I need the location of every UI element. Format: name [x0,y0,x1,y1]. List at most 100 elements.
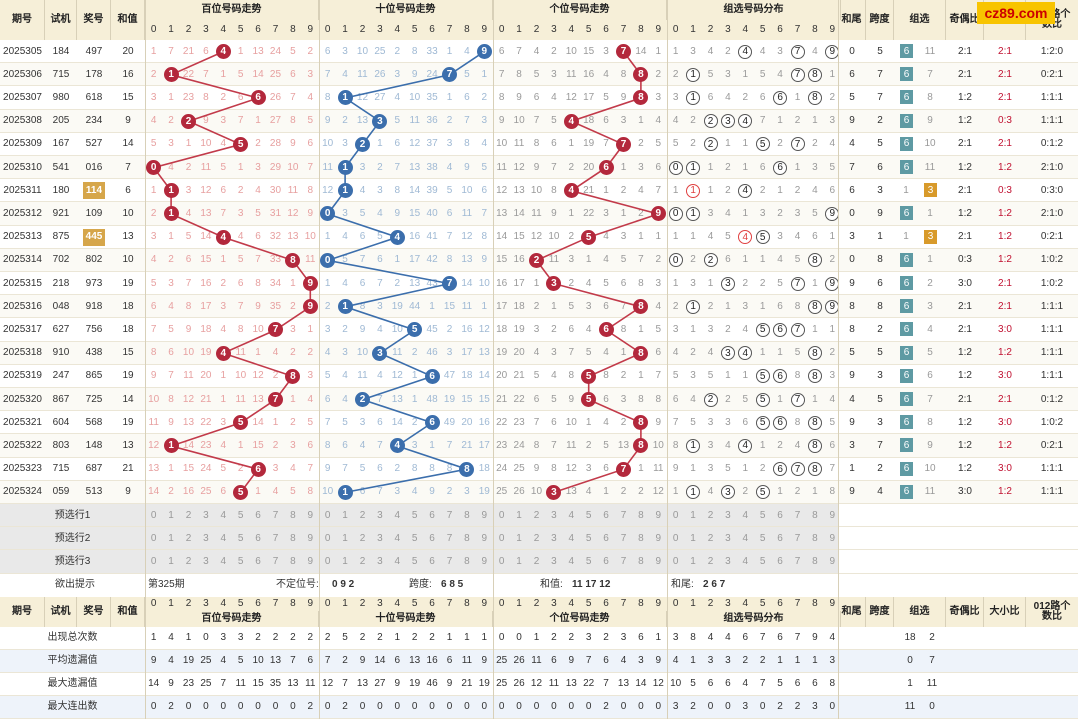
preselect-digit[interactable]: 8 [812,532,818,544]
preselect-digit[interactable]: 0 [324,555,331,567]
preselect-digit[interactable]: 3 [377,532,383,544]
preselect-digit[interactable]: 7 [272,509,279,521]
preselect-digit[interactable]: 6 [255,532,261,544]
preselect-digit[interactable]: 5 [759,555,766,567]
preselect-digit[interactable]: 4 [394,509,401,521]
preselect-digit[interactable]: 2 [185,532,192,544]
preselect-digit[interactable]: 6 [603,532,609,544]
preselect-digit[interactable]: 9 [655,532,662,544]
preselect-digit[interactable]: 2 [533,509,540,521]
preselect-digit[interactable]: 7 [794,532,801,544]
preselect-digit[interactable]: 4 [394,532,401,544]
preselect-digit[interactable]: 8 [638,532,644,544]
preselect-digit[interactable]: 1 [342,509,348,521]
preselect-digit[interactable]: 8 [464,509,470,521]
preselect-digit[interactable]: 0 [324,532,331,544]
preselect-digit[interactable]: 7 [446,555,453,567]
preselect-digit[interactable]: 1 [516,532,522,544]
preselect-digit[interactable]: 4 [568,509,575,521]
preselect-digit[interactable]: 9 [307,532,314,544]
preselect-digit[interactable]: 6 [255,509,261,521]
preselect-digit[interactable]: 8 [638,555,644,567]
preselect-digit[interactable]: 0 [324,509,331,521]
preselect-digit[interactable]: 6 [777,509,783,521]
preselect-digit[interactable]: 9 [481,532,488,544]
preselect-digit[interactable]: 6 [603,555,609,567]
preselect-digit[interactable]: 6 [603,509,609,521]
preselect-digit[interactable]: 5 [411,555,418,567]
preselect-digit[interactable]: 8 [638,509,644,521]
preselect-digit[interactable]: 2 [185,555,192,567]
preselect-digit[interactable]: 4 [568,555,575,567]
preselect-digit[interactable]: 4 [742,532,749,544]
preselect-digit[interactable]: 8 [812,555,818,567]
preselect-digit[interactable]: 3 [725,555,731,567]
preselect-digit[interactable]: 6 [777,532,783,544]
preselect-digit[interactable]: 6 [429,532,435,544]
preselect-digit[interactable]: 7 [620,555,627,567]
preselect-digit[interactable]: 3 [377,509,383,521]
preselect-digit[interactable]: 5 [237,555,244,567]
preselect-digit[interactable]: 8 [290,555,296,567]
preselect-digit[interactable]: 1 [690,532,696,544]
preselect-digit[interactable]: 2 [707,555,714,567]
preselect-digit[interactable]: 9 [655,555,662,567]
preselect-digit[interactable]: 1 [168,532,174,544]
preselect-digit[interactable]: 1 [342,532,348,544]
preselect-digit[interactable]: 3 [551,532,557,544]
preselect-digit[interactable]: 9 [829,532,836,544]
preselect-digit[interactable]: 5 [237,509,244,521]
preselect-digit[interactable]: 5 [585,532,592,544]
preselect-digit[interactable]: 7 [272,532,279,544]
preselect-digit[interactable]: 2 [533,555,540,567]
preselect-digit[interactable]: 7 [446,509,453,521]
preselect-digit[interactable]: 9 [481,509,488,521]
preselect-digit[interactable]: 1 [168,509,174,521]
preselect-digit[interactable]: 8 [464,555,470,567]
preselect-digit[interactable]: 0 [672,532,679,544]
preselect-digit[interactable]: 2 [707,532,714,544]
preselect-digit[interactable]: 6 [429,555,435,567]
preselect-digit[interactable]: 1 [690,555,696,567]
preselect-digit[interactable]: 9 [481,555,488,567]
preselect-digit[interactable]: 0 [498,532,505,544]
preselect-digit[interactable]: 9 [829,555,836,567]
preselect-digit[interactable]: 3 [203,509,209,521]
preselect-digit[interactable]: 5 [759,509,766,521]
preselect-digit[interactable]: 2 [533,532,540,544]
preselect-digit[interactable]: 3 [203,532,209,544]
preselect-digit[interactable]: 8 [464,532,470,544]
preselect-digit[interactable]: 5 [237,532,244,544]
preselect-digit[interactable]: 4 [220,555,227,567]
preselect-digit[interactable]: 5 [411,532,418,544]
preselect-digit[interactable]: 3 [725,509,731,521]
preselect-digit[interactable]: 1 [168,555,174,567]
preselect-digit[interactable]: 8 [812,509,818,521]
preselect-digit[interactable]: 3 [203,555,209,567]
preselect-digit[interactable]: 9 [307,555,314,567]
preselect-digit[interactable]: 3 [551,555,557,567]
preselect-digit[interactable]: 0 [150,555,157,567]
preselect-digit[interactable]: 2 [359,532,366,544]
preselect-digit[interactable]: 2 [185,509,192,521]
preselect-digit[interactable]: 9 [307,509,314,521]
preselect-digit[interactable]: 1 [690,509,696,521]
preselect-digit[interactable]: 0 [150,532,157,544]
preselect-digit[interactable]: 8 [290,532,296,544]
preselect-digit[interactable]: 6 [777,555,783,567]
preselect-digit[interactable]: 9 [829,509,836,521]
preselect-digit[interactable]: 7 [794,555,801,567]
preselect-digit[interactable]: 0 [498,509,505,521]
preselect-digit[interactable]: 3 [551,509,557,521]
preselect-digit[interactable]: 9 [655,509,662,521]
preselect-digit[interactable]: 5 [759,532,766,544]
preselect-digit[interactable]: 6 [429,509,435,521]
preselect-digit[interactable]: 8 [290,509,296,521]
preselect-digit[interactable]: 3 [725,532,731,544]
preselect-digit[interactable]: 7 [620,509,627,521]
preselect-digit[interactable]: 4 [742,509,749,521]
preselect-digit[interactable]: 6 [255,555,261,567]
preselect-digit[interactable]: 7 [272,555,279,567]
preselect-digit[interactable]: 4 [742,555,749,567]
preselect-digit[interactable]: 0 [498,555,505,567]
